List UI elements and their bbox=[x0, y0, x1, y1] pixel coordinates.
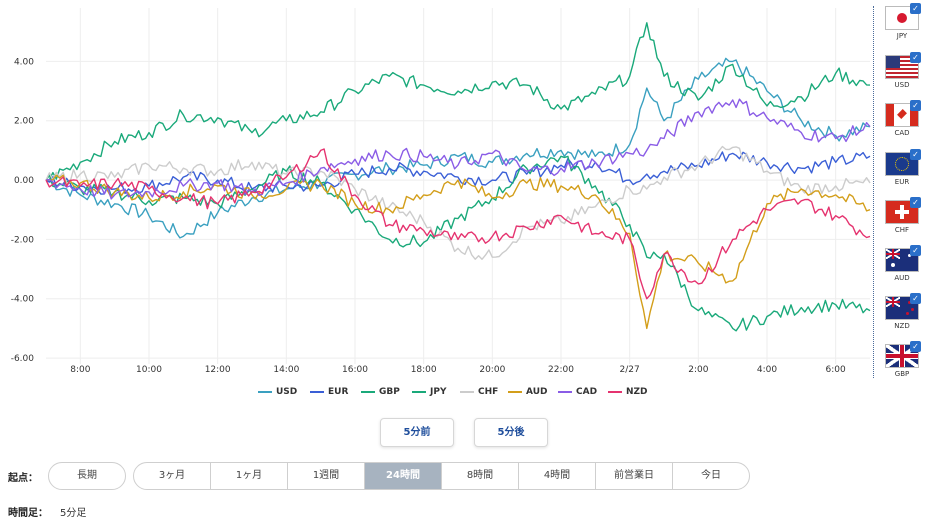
legend-label: EUR bbox=[328, 387, 349, 397]
prev-5min-button[interactable]: 5分前 bbox=[380, 418, 454, 447]
checkbox-checked-icon: ✓ bbox=[910, 245, 921, 256]
australia-flag-icon bbox=[885, 248, 919, 272]
legend-line-icon bbox=[412, 390, 426, 393]
x-tick-label: 2/27 bbox=[620, 365, 640, 375]
legend-line-icon bbox=[460, 390, 474, 393]
legend-label: CHF bbox=[478, 387, 499, 397]
x-tick-label: 2:00 bbox=[688, 365, 708, 375]
legend-item-chf[interactable]: CHF bbox=[460, 387, 498, 397]
period-today[interactable]: 今日 bbox=[701, 470, 721, 481]
x-tick-label: 8:00 bbox=[70, 365, 90, 375]
series-line-chf bbox=[45, 145, 871, 260]
legend-item-jpy[interactable]: JPY bbox=[412, 387, 446, 397]
checkbox-checked-icon: ✓ bbox=[910, 100, 921, 111]
x-axis-ticks: 8:00 10:00 12:00 14:00 16:00 18:00 20:00 22:00 2… bbox=[70, 365, 846, 375]
flag-panel-divider bbox=[873, 6, 875, 378]
legend-line-icon bbox=[361, 390, 375, 393]
period-previous-business-day[interactable]: 前営業日 bbox=[596, 463, 673, 489]
legend-item-gbp[interactable]: GBP bbox=[361, 387, 400, 397]
y-tick-label: -2.00 bbox=[11, 235, 35, 245]
period-1-week[interactable]: 1週間 bbox=[288, 463, 365, 489]
legend-label: USD bbox=[276, 387, 298, 397]
chart-series bbox=[45, 22, 871, 332]
flag-code-label: JPY bbox=[896, 32, 908, 40]
flag-toggle-nzd[interactable]: ✓ NZD bbox=[884, 293, 921, 330]
usa-flag-icon bbox=[885, 55, 919, 79]
interval-value: 5分足 bbox=[60, 508, 87, 519]
flag-code-label: NZD bbox=[894, 322, 910, 330]
series-line-gbp bbox=[45, 22, 871, 181]
chart-grid bbox=[46, 8, 870, 364]
legend-line-icon bbox=[508, 390, 522, 393]
interval-label: 時間足： bbox=[8, 508, 48, 519]
flag-toggle-eur[interactable]: ✓ EUR bbox=[884, 149, 921, 186]
flag-toggle-usd[interactable]: ✓ USD bbox=[884, 52, 921, 89]
period-8-hours[interactable]: 8時間 bbox=[442, 463, 519, 489]
legend-line-icon bbox=[310, 390, 324, 393]
x-tick-label: 4:00 bbox=[757, 365, 777, 375]
legend-label: JPY bbox=[430, 387, 447, 397]
series-line-cad bbox=[45, 98, 871, 200]
flag-toggle-gbp[interactable]: ✓ GBP bbox=[884, 341, 921, 378]
y-tick-label: -4.00 bbox=[11, 295, 35, 305]
y-tick-label: -6.00 bbox=[11, 354, 35, 364]
legend-label: CAD bbox=[576, 387, 598, 397]
next-5min-button[interactable]: 5分後 bbox=[474, 418, 548, 447]
period-3-months[interactable]: 3ヶ月 bbox=[134, 463, 211, 489]
flag-code-label: AUD bbox=[894, 274, 910, 282]
y-tick-label: 0.00 bbox=[14, 176, 34, 186]
period-24-hours[interactable]: 24時間 bbox=[365, 463, 442, 489]
checkbox-checked-icon: ✓ bbox=[910, 3, 921, 14]
y-tick-label: 2.00 bbox=[14, 117, 34, 127]
legend-label: NZD bbox=[626, 387, 648, 397]
flag-toggle-chf[interactable]: ✓ CHF bbox=[884, 197, 921, 234]
x-tick-label: 12:00 bbox=[205, 365, 231, 375]
legend-item-eur[interactable]: EUR bbox=[310, 387, 348, 397]
checkbox-checked-icon: ✓ bbox=[910, 293, 921, 304]
legend-item-cad[interactable]: CAD bbox=[558, 387, 597, 397]
series-line-aud bbox=[45, 174, 871, 330]
origin-label: 起点： bbox=[8, 473, 38, 484]
legend-item-usd[interactable]: USD bbox=[258, 387, 297, 397]
series-line-nzd bbox=[45, 148, 871, 300]
checkbox-checked-icon: ✓ bbox=[910, 149, 921, 160]
currency-strength-chart: 4.00 2.00 0.00 -2.00 -4.00 -6.00 8:00 10:00 12:… bbox=[11, 8, 871, 375]
x-tick-label: 18:00 bbox=[411, 365, 437, 375]
flag-toggle-cad[interactable]: ✓ CAD bbox=[884, 100, 921, 137]
legend-label: GBP bbox=[379, 387, 400, 397]
checkbox-checked-icon: ✓ bbox=[910, 52, 921, 63]
legend-item-aud[interactable]: AUD bbox=[508, 387, 547, 397]
x-tick-label: 20:00 bbox=[479, 365, 505, 375]
series-line-eur bbox=[45, 151, 871, 195]
legend-line-icon bbox=[258, 390, 272, 393]
long-term-button[interactable]: 長期 bbox=[48, 462, 126, 490]
flag-code-label: EUR bbox=[894, 178, 910, 186]
period-selector: 3ヶ月 1ヶ月 1週間 24時間 8時間 4時間 前営業日 今日 bbox=[133, 462, 750, 490]
legend-line-icon bbox=[558, 390, 572, 393]
x-tick-label: 22:00 bbox=[548, 365, 574, 375]
series-line-jpy bbox=[45, 155, 871, 332]
flag-code-label: GBP bbox=[894, 370, 910, 378]
legend-line-icon bbox=[608, 390, 622, 393]
legend-item-nzd[interactable]: NZD bbox=[608, 387, 648, 397]
flag-toggle-jpy[interactable]: ✓ JPY bbox=[884, 3, 921, 40]
series-line-usd bbox=[45, 57, 871, 239]
chart-legend: USD EUR GBP JPY CHF AUD CAD NZD bbox=[258, 387, 678, 405]
flag-code-label: USD bbox=[894, 81, 910, 89]
y-tick-label: 4.00 bbox=[14, 57, 34, 67]
flag-code-label: CAD bbox=[894, 129, 910, 137]
period-1-month[interactable]: 1ヶ月 bbox=[211, 463, 288, 489]
x-tick-label: 16:00 bbox=[342, 365, 368, 375]
period-4-hours[interactable]: 4時間 bbox=[519, 463, 596, 489]
flag-toggle-aud[interactable]: ✓ AUD bbox=[884, 245, 921, 282]
legend-label: AUD bbox=[526, 387, 548, 397]
flag-code-label: CHF bbox=[894, 226, 910, 234]
checkbox-checked-icon: ✓ bbox=[910, 197, 921, 208]
y-axis-ticks: 4.00 2.00 0.00 -2.00 -4.00 -6.00 bbox=[11, 57, 35, 364]
checkbox-checked-icon: ✓ bbox=[910, 341, 921, 352]
x-tick-label: 6:00 bbox=[826, 365, 846, 375]
x-tick-label: 14:00 bbox=[273, 365, 299, 375]
x-tick-label: 10:00 bbox=[136, 365, 162, 375]
